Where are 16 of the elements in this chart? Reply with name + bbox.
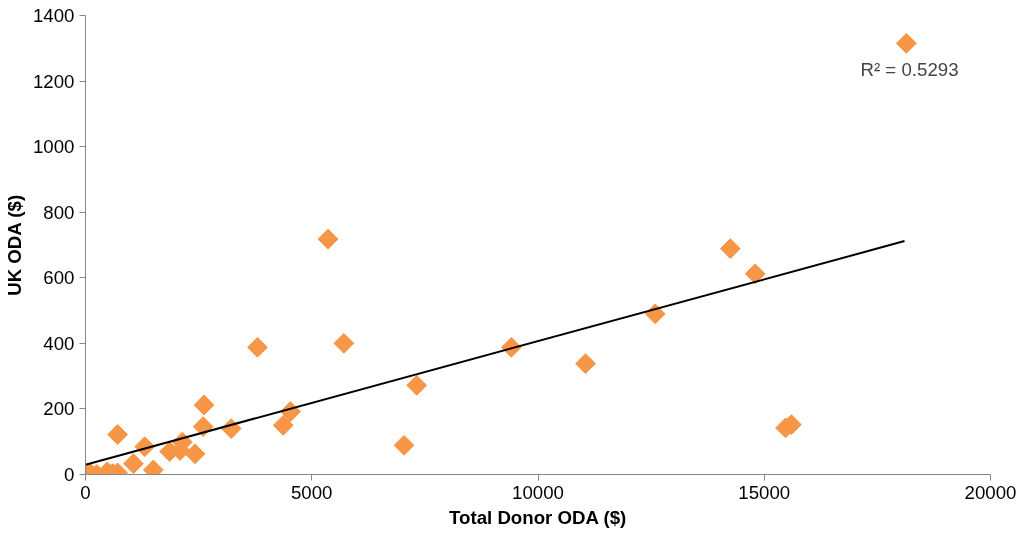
y-axis-title: UK ODA ($) (4, 194, 25, 296)
x-tick-label: 15000 (738, 481, 791, 503)
x-tick-label: 10000 (512, 481, 564, 503)
y-tick-label: 200 (43, 398, 75, 420)
y-tick-label: 1400 (33, 5, 75, 26)
annotation: R² = 0.5293 (860, 58, 959, 80)
x-tick-label: 5000 (291, 481, 333, 503)
y-tick-label: 1000 (33, 136, 75, 158)
x-tick-label: 0 (80, 481, 91, 503)
x-axis-title: Total Donor ODA ($) (449, 506, 627, 528)
y-tick-label: 600 (43, 267, 75, 289)
y-tick-label: 1200 (33, 70, 75, 92)
y-tick-label: 0 (64, 464, 75, 485)
y-tick-label: 400 (43, 332, 75, 354)
x-tick-label: 20000 (964, 481, 1017, 503)
y-tick-label: 800 (43, 201, 75, 223)
